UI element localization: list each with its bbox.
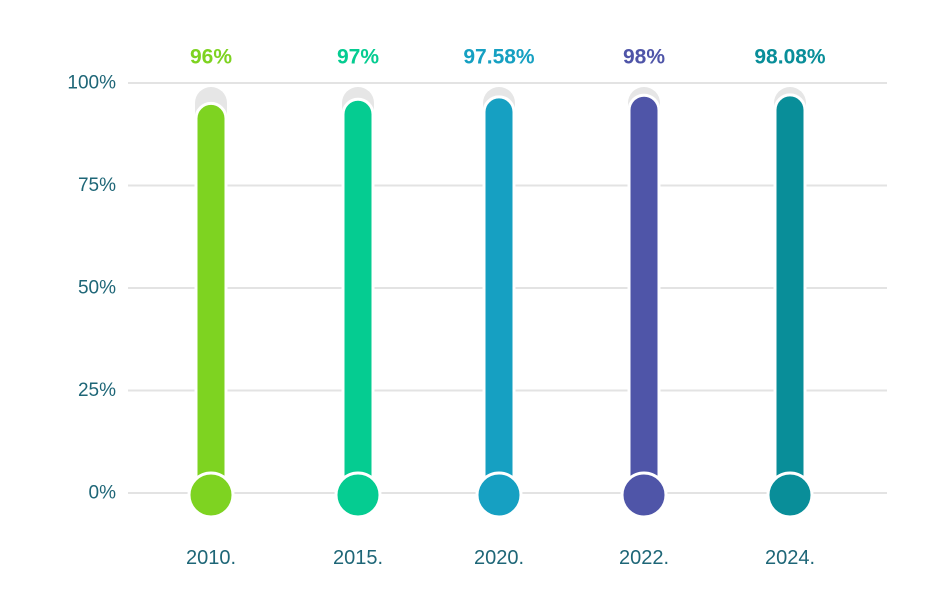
y-tick-label: 50% [78, 278, 116, 299]
bar-bulb [766, 471, 814, 519]
category-label: 2010. [186, 547, 236, 569]
bar-2015 [341, 97, 375, 495]
value-label: 98% [623, 46, 665, 69]
y-tick-label: 0% [89, 483, 117, 504]
value-label: 96% [190, 46, 232, 69]
y-tick-label: 100% [67, 73, 116, 94]
bar-bulb [475, 471, 523, 519]
y-tick-label: 75% [78, 175, 116, 196]
bar-2024 [773, 93, 807, 495]
value-label: 97.58% [463, 46, 535, 69]
bar-bulb [334, 471, 382, 519]
bar-2022 [627, 93, 661, 495]
bar-2020 [482, 95, 516, 495]
category-label: 2022. [619, 547, 669, 569]
value-label: 98.08% [754, 46, 826, 69]
value-label: 97% [337, 46, 379, 69]
bar-2010 [194, 101, 228, 495]
labels: 96% 2010. 97% 2015. 97.58% 2020. 98% 2022. 98.08… [186, 46, 826, 570]
y-tick-label: 25% [78, 380, 116, 401]
category-label: 2024. [765, 547, 815, 569]
bars [187, 87, 814, 519]
bar-bulb [620, 471, 668, 519]
category-label: 2015. [333, 547, 383, 569]
category-label: 2020. [474, 547, 524, 569]
bar-bulb [187, 471, 235, 519]
y-axis-ticks: 0% 25% 50% 75% 100% [67, 73, 116, 504]
